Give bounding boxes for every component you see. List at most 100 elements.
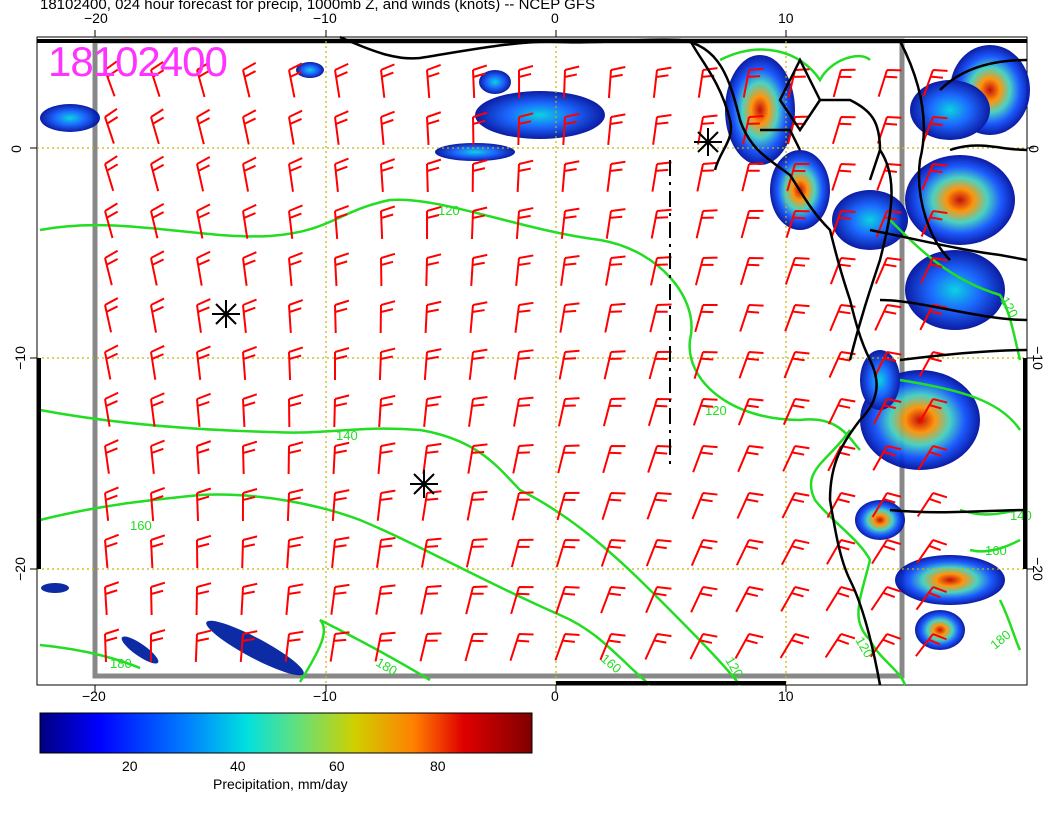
wind-barb	[242, 203, 257, 239]
wind-barb	[828, 351, 856, 378]
wind-barb	[824, 633, 856, 658]
wind-barb	[647, 445, 672, 473]
colorbar-tick-label: 40	[230, 758, 246, 774]
wind-barb	[738, 351, 764, 379]
wind-barb	[512, 443, 534, 474]
wind-barb	[557, 397, 580, 427]
wind-barb	[150, 297, 165, 333]
wind-barb	[242, 440, 258, 475]
wind-barb	[554, 633, 580, 661]
contour-label: 140	[336, 428, 358, 443]
colorbar-label: Precipitation, mm/day	[213, 776, 348, 792]
axis-ticks	[30, 30, 1034, 692]
top-tick-label: −10	[313, 10, 337, 26]
wind-barb	[921, 163, 948, 191]
wind-barb	[918, 398, 948, 424]
wind-barb	[150, 439, 165, 474]
wind-barb	[376, 537, 396, 568]
wind-barb	[196, 345, 211, 380]
wind-barb	[606, 160, 626, 192]
wind-barb	[334, 252, 350, 287]
wind-barb	[509, 633, 534, 661]
wind-barb	[196, 534, 212, 569]
wind-barb	[652, 113, 672, 145]
wind-barb	[648, 350, 672, 380]
wind-barb	[829, 257, 856, 285]
top-tick-label: 10	[778, 10, 794, 26]
wind-barb	[149, 629, 166, 663]
wind-barb	[104, 581, 120, 616]
right-tick-label: −10	[1029, 346, 1046, 370]
wind-barb	[735, 586, 764, 613]
wind-barb	[468, 348, 488, 380]
wind-barb	[472, 111, 488, 146]
wind-barb	[605, 208, 626, 239]
wind-barb	[830, 210, 856, 238]
wind-barb	[380, 205, 396, 240]
wind-barb	[196, 392, 211, 427]
contour-label: 160	[130, 518, 152, 533]
wind-barb	[919, 257, 948, 284]
wind-barb	[426, 111, 442, 146]
wind-barb	[876, 163, 902, 191]
wind-barb	[419, 632, 442, 662]
wind-barb	[242, 156, 257, 192]
wind-barb	[917, 445, 948, 471]
wind-barb	[150, 61, 165, 97]
asterisk-marker	[212, 300, 240, 328]
wind-barb	[742, 115, 764, 145]
wind-barb	[602, 445, 626, 474]
wind-barb	[649, 303, 672, 333]
wind-barb	[466, 490, 488, 521]
wind-barb	[288, 109, 303, 145]
wind-barb	[562, 112, 580, 146]
wind-barb	[196, 487, 212, 522]
wind-barb	[334, 110, 349, 145]
wind-barb	[242, 251, 257, 286]
wind-barb	[782, 398, 810, 426]
wind-barb	[334, 62, 349, 98]
wind-barb	[420, 537, 442, 568]
wind-barb	[513, 349, 534, 380]
wind-barb	[644, 633, 672, 660]
wind-barb	[288, 393, 304, 428]
wind-barb	[916, 492, 948, 518]
wind-barb	[832, 68, 856, 98]
date-stamp: 18102400	[48, 38, 228, 85]
contour-label: 120	[705, 403, 727, 418]
left-tick-label: 0	[7, 145, 24, 153]
wind-barb	[376, 489, 396, 521]
wind-barb	[516, 159, 534, 193]
wind-barb	[514, 301, 534, 333]
wind-barb	[557, 444, 580, 474]
wind-barb	[470, 206, 488, 240]
wind-barb	[330, 583, 350, 615]
top-tick-label: −20	[84, 10, 108, 26]
wind-barb	[104, 344, 119, 380]
wind-barb	[692, 445, 718, 473]
wind-barb	[605, 255, 626, 286]
wind-barb	[831, 163, 856, 191]
wind-barb	[150, 392, 165, 427]
wind-barb	[196, 440, 212, 475]
wind-barb	[329, 631, 350, 662]
wind-barb	[558, 349, 580, 380]
wind-barb	[651, 161, 672, 192]
wind-barb	[242, 298, 257, 333]
wind-barb	[873, 398, 902, 425]
wind-barb	[599, 633, 626, 661]
wind-barb	[560, 254, 580, 286]
bottom-tick-label: 10	[778, 688, 794, 704]
map-title: 18102400, 024 hour forecast for precip, …	[40, 0, 595, 13]
wind-barb	[104, 439, 119, 474]
wind-barb	[601, 492, 626, 520]
wind-barb	[873, 351, 902, 378]
wind-barb	[104, 60, 119, 97]
wind-barb	[559, 302, 580, 333]
left-tick-label: −10	[11, 346, 28, 370]
wind-barb	[736, 492, 764, 519]
wind-barb	[196, 156, 211, 192]
left-tick-label: −20	[11, 557, 28, 581]
wind-barb	[785, 210, 810, 239]
wind-barb	[104, 249, 119, 286]
